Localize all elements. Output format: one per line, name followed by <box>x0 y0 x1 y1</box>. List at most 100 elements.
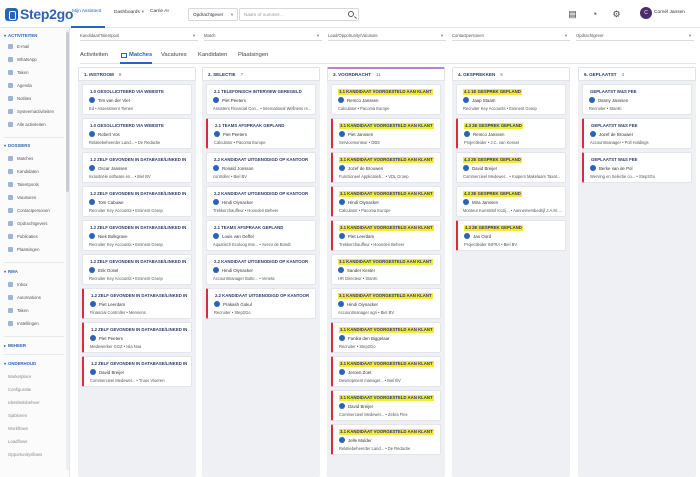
sidebar-item-automations[interactable]: Automations <box>8 295 41 300</box>
match-card[interactable]: 1.2 ZELF GEVONDEN IN DATABASE/LINKED IN O… <box>82 152 192 183</box>
match-card[interactable]: 2.2 KANDIDAAT UITGENODIGD OP KANTOOR Hind… <box>206 186 316 217</box>
candidate-name[interactable]: Hindi Oiynacker <box>222 199 253 205</box>
match-card[interactable]: 2.2 KANDIDAAT UITGENODIGD OP KANTOOR Prak… <box>206 288 316 319</box>
column-header[interactable]: 2. SELECTIE 7 <box>202 67 320 81</box>
sidebar-item-kandidaten[interactable]: Kandidaten <box>8 169 39 174</box>
match-card[interactable]: 1.2 ZELF GEVONDEN IN DATABASE/LINKED IN D… <box>82 356 192 387</box>
candidate-name[interactable]: Jozef de Brouwen <box>348 165 384 171</box>
match-card[interactable]: 1.2 ZELF GEVONDEN IN DATABASE/LINKED IN E… <box>82 254 192 285</box>
match-card[interactable]: 4.3 2E GESPREK GEPLAND Jan Oord Projectlei… <box>456 220 566 251</box>
sidebar-item-whatsapp[interactable]: WhatsApp <box>8 57 37 62</box>
sidebar-item-systeemactiviteiten[interactable]: Systeemactiviteiten <box>8 109 54 114</box>
dashboard-icon[interactable]: ◔ <box>591 9 598 19</box>
sidebar-item-taken[interactable]: Taken <box>8 70 28 75</box>
column-header[interactable]: 1. INSTROOM 8 <box>78 67 196 81</box>
document-icon[interactable]: ▤ <box>568 9 577 19</box>
sidebar-item-inbox[interactable]: Inbox <box>8 282 28 287</box>
entity-type-select[interactable]: Opdrachtgever ▼ <box>188 8 238 21</box>
match-card[interactable]: 3.1 KANDIDAAT VOORGESTELD AAN KLANT Piet … <box>331 220 441 251</box>
match-card[interactable]: 2.1 TEAMS AFSPRAAK GEPLAND Louis van Oeff… <box>206 220 316 251</box>
match-card[interactable]: 3.1 KANDIDAAT VOORGESTELD AAN KLANT Jozef… <box>331 152 441 183</box>
sidebar-item-notities[interactable]: Notities <box>8 96 31 101</box>
match-card[interactable]: 3.1 KANDIDAAT VOORGESTELD AAN KLANT Hindi… <box>331 288 441 319</box>
sidebar-item-opdrachtgevers[interactable]: Opdrachtgevers <box>8 221 48 226</box>
sidebar-section-beheer[interactable]: ▸ BEHEER <box>0 342 26 349</box>
tab-dashboards[interactable]: Dashboards▼ <box>114 9 145 15</box>
match-card[interactable]: GEPLAATST W&S FEE Berke van de Pol Werving… <box>582 152 692 183</box>
candidate-name[interactable]: Jelle Mulder <box>348 437 372 443</box>
match-card[interactable]: 4.1 1E GESPREK GEPLAND Jaap Staam Recruite… <box>456 84 566 115</box>
sidebar-item-agenda[interactable]: Agenda <box>8 83 32 88</box>
candidate-name[interactable]: Piet Peeters <box>223 131 247 137</box>
tab-plaatsingen[interactable]: Plaatsingen <box>238 52 269 58</box>
candidate-name[interactable]: Remco Janssen <box>473 131 505 137</box>
settings-icon[interactable]: ⚙ <box>612 9 621 19</box>
candidate-name[interactable]: Fanika den Biggelaar <box>348 335 390 341</box>
tab-mijn-assistent[interactable]: Mijn Assistent <box>72 9 102 14</box>
column-header[interactable]: 4. GESPREKKEN 5 <box>452 67 570 81</box>
search-input[interactable]: Naam of nummer... <box>239 8 359 21</box>
match-card[interactable]: 2.2 KANDIDAAT UITGENODIGD OP KANTOOR Hind… <box>206 254 316 285</box>
tab-kandidaten[interactable]: Kandidaten <box>198 52 228 58</box>
sidebar-item-publicaties[interactable]: Publicaties <box>8 234 38 239</box>
candidate-name[interactable]: Jaap Staam <box>472 97 496 103</box>
tab-activiteiten[interactable]: Activiteiten <box>80 52 109 58</box>
match-card[interactable]: 3.1 KANDIDAAT VOORGESTELD AAN KLANT Remco… <box>331 84 441 115</box>
match-card[interactable]: 2.1 TELEFONISCH INTERVIEW GEREGELD Piet P… <box>206 84 316 115</box>
match-card[interactable]: 3.1 KANDIDAAT VOORGESTELD AAN KLANT Sande… <box>331 254 441 285</box>
candidate-name[interactable]: Berke van de Pol <box>599 165 633 171</box>
candidate-name[interactable]: Piet Leerdam <box>348 233 375 239</box>
app-logo[interactable]: Step2go <box>5 6 73 22</box>
match-card[interactable]: 1.0 GESOLLICITEERD VIA WEBSITE Tim van de… <box>82 84 192 115</box>
candidate-name[interactable]: Robert Vos <box>98 131 120 137</box>
candidate-name[interactable]: David Breijer <box>99 369 125 375</box>
candidate-name[interactable]: Prakash Gokul <box>223 301 252 307</box>
candidate-name[interactable]: Piet Peeters <box>99 335 123 341</box>
sidebar-item-talentpools[interactable]: Talentpools <box>8 182 39 187</box>
candidate-name[interactable]: Remco Janssen <box>347 97 379 103</box>
sidebar-item-workflows[interactable]: Workflows <box>8 426 28 431</box>
match-card[interactable]: 1.2 ZELF GEVONDEN IN DATABASE/LINKED IN P… <box>82 288 192 319</box>
match-card[interactable]: 2.2 KANDIDAAT UITGENODIGD OP KANTOOR Rona… <box>206 152 316 183</box>
candidate-name[interactable]: Hindi Oiynacker <box>222 267 253 273</box>
candidate-name[interactable]: Hindi Oiynacker <box>348 199 379 205</box>
candidate-name[interactable]: Tom Cabuwe <box>98 199 124 205</box>
sidebar-item-rma-taken[interactable]: Taken <box>8 308 28 313</box>
sidebar-item-plaatsingen[interactable]: Plaatsingen <box>8 247 39 252</box>
candidate-name[interactable]: Mira Janssen <box>472 199 499 205</box>
match-card[interactable]: 3.1 KANDIDAAT VOORGESTELD AAN KLANT Piet … <box>331 118 441 149</box>
sidebar-item-configuratie[interactable]: Configuratie <box>8 387 31 392</box>
candidate-name[interactable]: Oscar Janssen <box>98 165 128 171</box>
match-card[interactable]: 1.2 ZELF GEVONDEN IN DATABASE/LINKED IN N… <box>82 220 192 251</box>
candidate-name[interactable]: Jozef de Brouwer <box>599 131 634 137</box>
candidate-name[interactable]: Piet Leerdam <box>99 301 126 307</box>
sidebar-item-identiteitsbeheer[interactable]: Identiteitsbeheer <box>8 400 40 405</box>
filter-kandidaat[interactable]: Kandidaat/Talentpool ▼ <box>80 31 198 41</box>
filter-opdrachtgever[interactable]: Opdrachtgever ▼ <box>576 31 694 41</box>
sidebar-item-marketplace[interactable]: Marketplace <box>8 374 31 379</box>
match-card[interactable]: GEPLAATST W&S FEE Danny Janssen Recruiter … <box>582 84 692 115</box>
column-header[interactable]: 6. GEPLAATST 3 <box>578 67 696 81</box>
column-header[interactable]: 3. VOORDRACHT 11 <box>327 67 445 81</box>
match-card[interactable]: 4.3 2E GESPREK GEPLAND Remco Janssen Proje… <box>456 118 566 149</box>
sidebar-section-activiteiten[interactable]: ▾ ACTIVITEITEN <box>0 32 37 39</box>
avatar[interactable]: C <box>640 7 652 19</box>
candidate-name[interactable]: Ronald Jonsson <box>222 165 254 171</box>
match-card[interactable]: 3.1 KANDIDAAT VOORGESTELD AAN KLANT David… <box>331 390 441 421</box>
candidate-name[interactable]: Tim van der Vlet <box>98 97 130 103</box>
match-card[interactable]: 2.1 TEAMS AFSPRAAK GEPLAND Piet Peeters Ca… <box>206 118 316 149</box>
candidate-name[interactable]: Hindi Oiynacker <box>347 301 378 307</box>
sidebar-section-onderhoud[interactable]: ▾ ONDERHOUD <box>0 360 36 367</box>
match-card[interactable]: 1.2 ZELF GEVONDEN IN DATABASE/LINKED IN P… <box>82 322 192 353</box>
match-card[interactable]: 1.2 ZELF GEVONDEN IN DATABASE/LINKED IN T… <box>82 186 192 217</box>
filter-match[interactable]: Match ▼ <box>204 31 322 41</box>
match-card[interactable]: 4.3 2E GESPREK GEPLAND David Breijer Comme… <box>456 152 566 183</box>
filter-vacature[interactable]: Lead/Opportunity/Vacature ▼ <box>328 31 446 41</box>
search-icon[interactable] <box>348 11 354 17</box>
sidebar-item-sjablonen[interactable]: Sjablonen <box>8 413 27 418</box>
match-card[interactable]: 4.3 2E GESPREK GEPLAND Mira Janssen Monteu… <box>456 186 566 217</box>
candidate-name[interactable]: Jan Oord <box>473 233 492 239</box>
match-card[interactable]: 3.1 KANDIDAAT VOORGESTELD AAN KLANT Jeroe… <box>331 356 441 387</box>
sidebar-item-contactpersonen[interactable]: Contactpersonen <box>8 208 50 213</box>
candidate-name[interactable]: Danny Janssen <box>598 97 629 103</box>
